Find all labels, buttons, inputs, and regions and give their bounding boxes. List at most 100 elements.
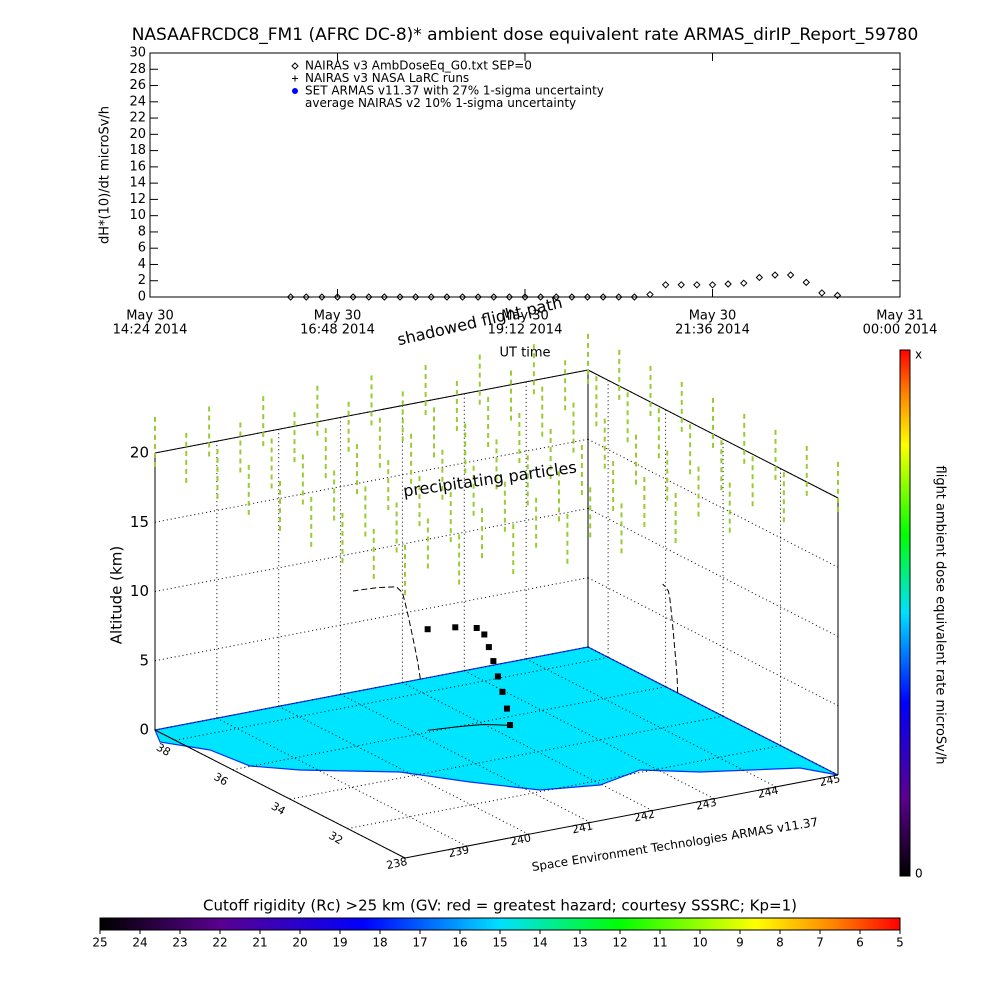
flight-point xyxy=(490,658,497,665)
data-point xyxy=(552,293,560,301)
data-point xyxy=(490,293,498,301)
grid-line xyxy=(347,745,781,830)
data-point xyxy=(740,279,748,287)
y-tick-label: 4 xyxy=(138,257,146,272)
grid-line xyxy=(402,682,653,812)
x-tick-label: 244 xyxy=(756,784,779,801)
data-point xyxy=(771,271,779,279)
flight-point xyxy=(424,626,431,633)
z-axis-label: Altitude (km) xyxy=(108,546,126,644)
y-tick-label: 16 xyxy=(129,159,146,174)
colorbar-tick-label: 17 xyxy=(412,936,427,950)
z-tick-label: 15 xyxy=(130,513,149,531)
data-point xyxy=(474,293,482,301)
x-tick-label: May 30 xyxy=(501,309,549,324)
data-point xyxy=(365,293,373,301)
data-point xyxy=(411,293,420,301)
colorbar-tick-label: 11 xyxy=(652,936,667,950)
box-edge xyxy=(404,774,839,859)
grid-line xyxy=(175,656,609,741)
colorbar-tick-label: 14 xyxy=(532,936,547,950)
data-point xyxy=(505,293,514,301)
colorbar-tick-label: 9 xyxy=(736,936,744,950)
legend-marker xyxy=(292,88,298,94)
data-point xyxy=(302,293,310,301)
y-tick-label: 8 xyxy=(138,224,146,239)
x-tick-label: 19:12 2014 xyxy=(488,323,563,338)
flight-point xyxy=(481,631,488,638)
legend-label: SET ARMAS v11.37 with 27% 1-sigma uncert… xyxy=(305,84,604,98)
y-tick-label: 32 xyxy=(326,829,345,847)
data-point xyxy=(661,281,670,289)
box-edge xyxy=(154,729,406,859)
flight-point xyxy=(507,722,514,729)
y-tick-label: 38 xyxy=(154,741,173,759)
x-tick-label: 21:36 2014 xyxy=(675,323,750,338)
data-point xyxy=(318,293,326,301)
x-tick-label: 16:48 2014 xyxy=(300,323,375,338)
y-axis-label: dH*(10)/dt microSv/h xyxy=(98,106,113,244)
z-tick-label: 10 xyxy=(130,582,149,600)
floor-surface xyxy=(154,646,839,791)
data-point xyxy=(724,280,732,288)
y-tick-label: 26 xyxy=(129,78,146,93)
colorbar-title: Cutoff rigidity (Rc) >25 km (GV: red = g… xyxy=(203,897,797,915)
colorbar-tick-label: 5 xyxy=(896,936,904,950)
colorbar-tick-label: 10 xyxy=(692,936,707,950)
colorbar-tick-label: 23 xyxy=(172,936,187,950)
legend-label: average NAIRAS v2 10% 1-sigma uncertaint… xyxy=(305,96,576,110)
flight-point xyxy=(494,673,501,680)
colorbar-tick-label: 22 xyxy=(212,936,227,950)
grid-line xyxy=(289,715,724,800)
y-tick-label: 28 xyxy=(129,62,146,77)
y-tick-label: 12 xyxy=(129,192,146,207)
y-tick-label: 0 xyxy=(138,290,146,305)
data-point xyxy=(708,281,717,289)
data-point xyxy=(380,293,389,301)
colorbar-tick-label: 20 xyxy=(292,936,307,950)
data-point xyxy=(349,293,357,301)
colorbar-label: flight ambient dose equivalent rate micr… xyxy=(933,466,948,765)
data-point xyxy=(786,271,795,279)
z-tick-label: 20 xyxy=(130,444,149,462)
data-point xyxy=(286,293,295,301)
y-tick-label: 2 xyxy=(138,273,146,288)
data-point xyxy=(755,273,764,282)
x-tick-label: 243 xyxy=(695,796,718,813)
data-point xyxy=(818,289,826,297)
data-point xyxy=(536,293,545,301)
x-tick-label: May 30 xyxy=(126,309,174,324)
grid-line xyxy=(464,670,715,800)
x-tick-label: May 31 xyxy=(876,309,924,324)
x-tick-label: 238 xyxy=(385,855,408,872)
colorbar-top-label: x xyxy=(915,348,922,362)
annotation: precipitating particles xyxy=(402,457,578,500)
colorbar-tick-label: 7 xyxy=(816,936,824,950)
legend-label: NAIRAS v3 AmbDoseEq_G0.txt SEP=0 xyxy=(305,59,532,73)
data-point xyxy=(568,293,576,301)
colorbar-tick-label: 19 xyxy=(332,936,347,950)
grid-line xyxy=(216,717,468,847)
data-point xyxy=(802,278,810,287)
flight-point xyxy=(503,705,510,712)
grid-line xyxy=(587,577,839,707)
y-tick-label: 24 xyxy=(129,94,146,109)
data-point xyxy=(583,293,592,301)
legend-label: NAIRAS v3 NASA LaRC runs xyxy=(305,71,469,85)
x-tick-label: 00:00 2014 xyxy=(863,323,938,338)
z-tick-label: 5 xyxy=(139,651,149,669)
legend-marker xyxy=(292,75,298,82)
y-tick-label: 34 xyxy=(269,800,288,818)
grid-line xyxy=(587,508,839,637)
colorbar-tick-label: 12 xyxy=(612,936,627,950)
colorbar xyxy=(899,349,911,877)
colorbar-tick-label: 6 xyxy=(856,936,864,950)
data-point xyxy=(599,293,607,301)
data-point xyxy=(615,293,623,301)
y-tick-label: 6 xyxy=(138,241,146,256)
colorbar-tick-label: 13 xyxy=(572,936,587,950)
x-tick-label: 242 xyxy=(633,808,656,825)
grid-line xyxy=(587,438,839,568)
x-tick-label: 241 xyxy=(571,819,594,836)
